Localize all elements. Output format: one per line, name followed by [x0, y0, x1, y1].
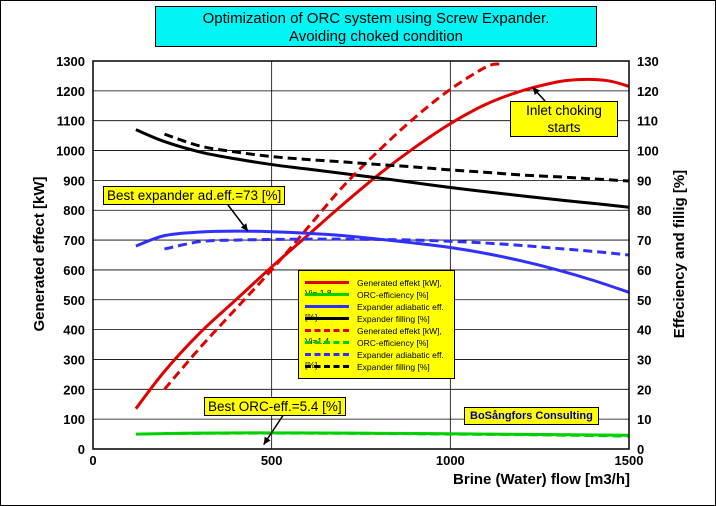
annotation-arrow-choking-head — [532, 87, 540, 96]
y-tick-label: 500 — [63, 293, 85, 308]
tick-labels: 0 500 1000 15000100200300400500600700800900… — [56, 54, 659, 468]
y2-tick-label: 30 — [637, 352, 651, 367]
y-tick-label: 700 — [63, 233, 85, 248]
y2-tick-label: 40 — [637, 323, 651, 338]
y2-tick-label: 60 — [637, 263, 651, 278]
legend-label: Expander filling [%] — [357, 362, 430, 372]
annotation-arrow-expander-head — [240, 223, 248, 232]
y-tick-label: 1200 — [56, 84, 85, 99]
y2-tick-label: 80 — [637, 203, 651, 218]
chart-subtitle: Avoiding choked condition — [288, 28, 464, 45]
y-tick-label: 1000 — [56, 144, 85, 159]
x-tick-label: 1000 — [436, 453, 465, 468]
y-tick-label: 800 — [63, 203, 85, 218]
y2-tick-label: 90 — [637, 173, 651, 188]
legend-item: Expander filling [%] — [305, 362, 430, 372]
y2-tick-label: 130 — [637, 54, 659, 69]
chart-title: Optimization of ORC system using Screw E… — [202, 10, 550, 27]
legend-label: Expander filling [%] — [357, 314, 430, 324]
series-line-1 — [134, 77, 630, 410]
series-line-4 — [135, 128, 630, 209]
x-axis-label: Brine (Water) flow [m3/h] — [453, 471, 630, 488]
legend-item: ORC-efficiency [%] — [305, 290, 429, 300]
y2-tick-label: 0 — [637, 442, 644, 457]
y-tick-label: 200 — [63, 382, 85, 397]
annotation-inlet-choking: Inlet choking starts — [510, 101, 618, 137]
plot-border — [92, 60, 630, 450]
y-tick-label: 400 — [63, 323, 85, 338]
y-tick-label: 0 — [78, 442, 85, 457]
legend-label: ORC-efficiency [%] — [357, 290, 429, 300]
credit-label: BoSångfors Consulting — [464, 407, 599, 425]
legend-swatch — [305, 293, 349, 297]
y-axis-label: Generated effect [kW] — [31, 176, 48, 331]
annotation-inlet-choking-line2: starts — [547, 120, 581, 135]
x-tick-label: 1500 — [615, 453, 644, 468]
legend-label: Expander adiabatic eff. [%] — [305, 350, 444, 370]
y2-tick-label: 50 — [637, 293, 651, 308]
legend-label: ORC-efficiency [%] — [357, 338, 429, 348]
y2-tick-label: 100 — [637, 144, 659, 159]
legend-item: Expander filling [%] — [305, 314, 430, 324]
y2-tick-label: 120 — [637, 84, 659, 99]
legend-label: Generated effekt [kW], Vi= 1.8 — [305, 278, 442, 298]
legend-swatch — [305, 281, 349, 285]
y2-tick-label: 110 — [637, 114, 658, 129]
annotation-best-orc-eff: Best ORC-eff.=5.4 [%] — [204, 397, 346, 416]
series-line-7 — [164, 237, 630, 257]
y-tick-label: 600 — [63, 263, 85, 278]
series-line-8 — [163, 132, 630, 183]
annotation-arrows — [227, 86, 546, 445]
y-tick-label: 900 — [63, 173, 85, 188]
legend: Generated effekt [kW], Vi= 1.8 ORC-effic… — [298, 270, 455, 379]
series-line-6 — [164, 431, 630, 438]
legend-item: Expander adiabatic eff. [%] — [305, 350, 454, 370]
series-line-5 — [163, 62, 501, 391]
legend-swatch — [305, 305, 349, 309]
legend-swatch — [305, 317, 349, 321]
x-tick-label: 500 — [261, 453, 283, 468]
legend-swatch — [305, 341, 349, 345]
x-tick-label: 0 — [89, 453, 96, 468]
legend-label: Generated effekt [kW], Vi=1.4 — [305, 326, 442, 346]
series-layer — [134, 62, 630, 438]
annotation-inlet-choking-line1: Inlet choking — [526, 103, 602, 118]
legend-swatch — [305, 329, 349, 333]
legend-item: Generated effekt [kW], Vi=1.4 — [305, 326, 454, 346]
annotation-best-expander-eff: Best expander ad.eff.=73 [%] — [103, 186, 286, 205]
y-tick-label: 300 — [63, 352, 85, 367]
annotation-arrow-orc-head — [263, 436, 271, 445]
legend-swatch — [305, 353, 349, 357]
y2-axis-label: Effeciency and fillig [%] — [671, 170, 688, 338]
legend-label: Expander adiabatic eff. [%] — [305, 302, 444, 322]
chart-title-box: Optimization of ORC system using Screw E… — [155, 6, 597, 47]
y2-tick-label: 70 — [637, 233, 651, 248]
legend-item: Expander adiabatic eff. [%] — [305, 302, 454, 322]
y-tick-label: 1100 — [57, 114, 85, 129]
y-tick-label: 1300 — [56, 54, 85, 69]
y2-tick-label: 10 — [637, 412, 651, 427]
legend-swatch — [305, 365, 349, 369]
legend-item: ORC-efficiency [%] — [305, 338, 429, 348]
y-tick-label: 100 — [63, 412, 85, 427]
y2-tick-label: 20 — [637, 382, 651, 397]
legend-item: Generated effekt [kW], Vi= 1.8 — [305, 278, 454, 298]
